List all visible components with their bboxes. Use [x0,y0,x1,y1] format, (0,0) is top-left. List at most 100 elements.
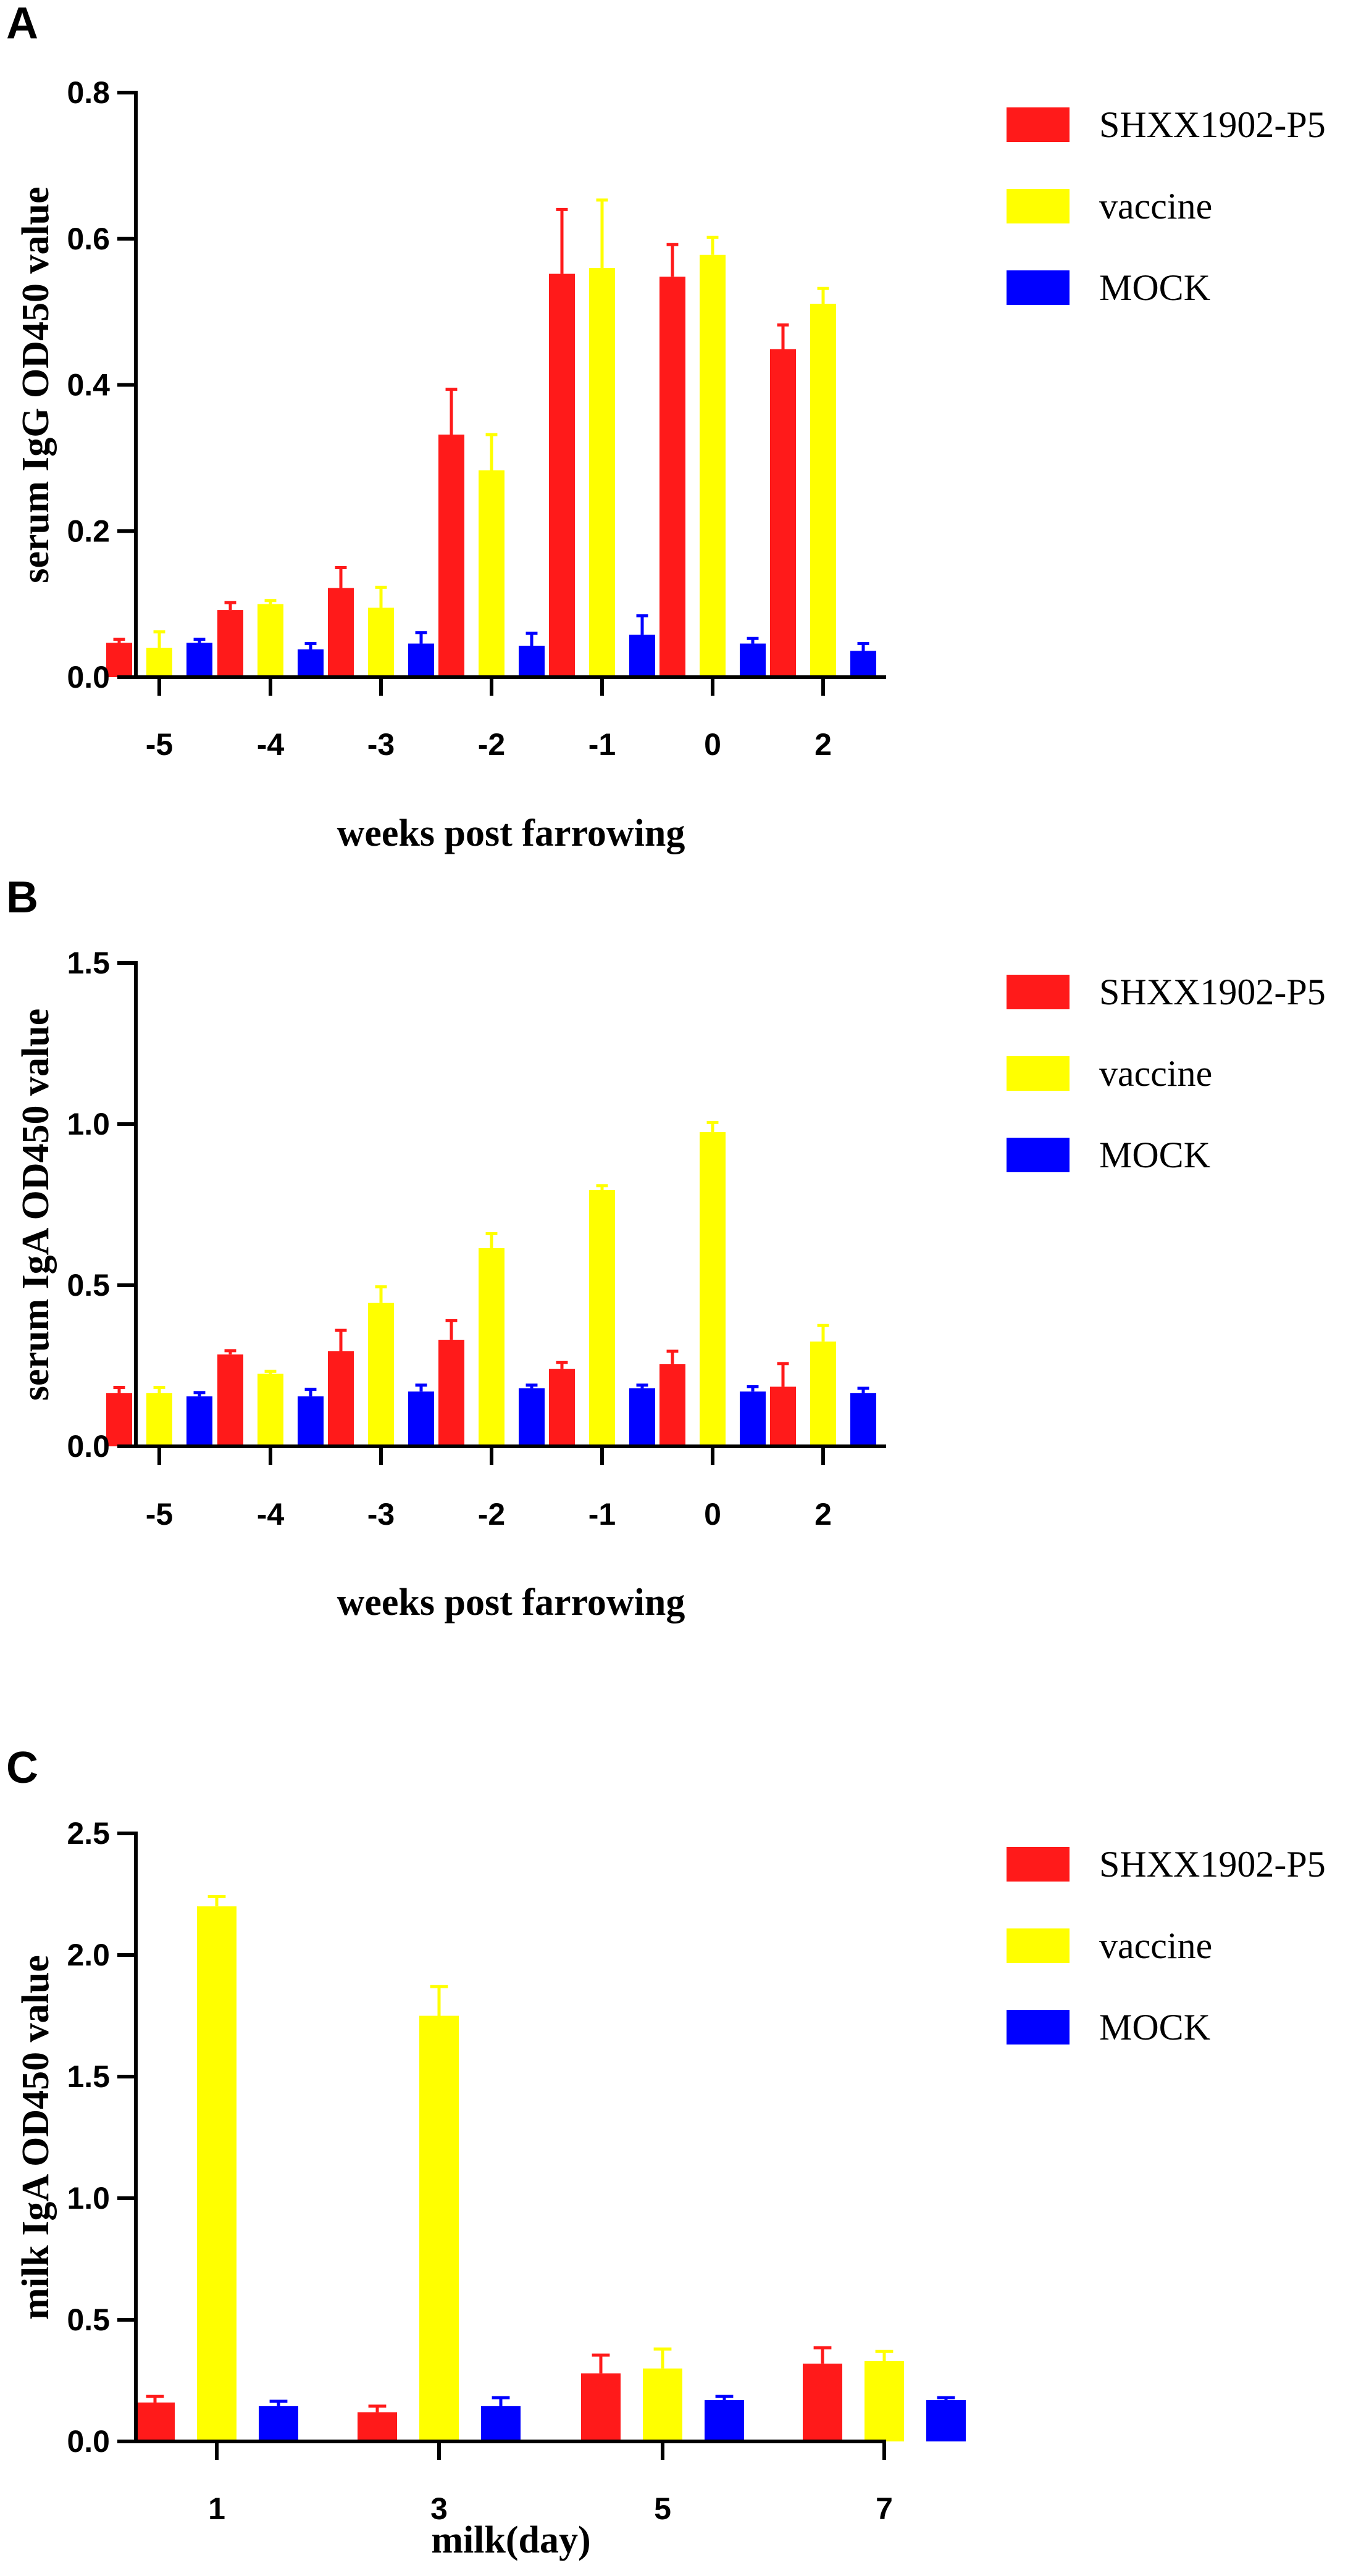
bar [481,2406,521,2441]
x-axis-title: weeks post farrowing [337,812,685,854]
bar [850,1393,876,1446]
x-tick-label: 7 [876,2491,893,2526]
y-tick-label: 1.0 [67,2181,110,2215]
bar [740,643,766,677]
bar [257,604,283,677]
legend-swatch [1007,107,1070,142]
x-tick-label: 5 [654,2491,671,2526]
panel-label-b: B [6,873,38,922]
bar [700,1132,726,1446]
y-tick-label: 0.5 [67,2303,110,2337]
bar [368,1303,394,1446]
bar [146,648,172,677]
y-tick-label: 0.5 [67,1268,110,1303]
bar [850,651,876,677]
x-axis-title: weeks post farrowing [337,1582,685,1624]
bar [519,646,545,677]
bar [328,588,354,677]
legend-swatch [1007,2010,1070,2045]
bar [659,277,685,677]
bar [810,304,836,677]
bar [705,2400,744,2441]
y-tick-label: 1.5 [67,2059,110,2094]
y-tick-label: 1.5 [67,946,110,980]
x-tick-label: -4 [257,727,285,762]
bar [408,1391,434,1446]
x-tick-label: 2 [814,1497,832,1532]
legend-swatch [1007,1056,1070,1091]
bar [419,2015,459,2441]
legend-label: vaccine [1099,186,1212,227]
bar [259,2406,298,2441]
legend-label: MOCK [1099,2007,1210,2048]
legend-label: SHXX1902-P5 [1099,1844,1326,1885]
y-tick-label: 0.2 [67,514,110,548]
y-tick-label: 0.0 [67,1429,110,1464]
bar [643,2368,682,2441]
bar [926,2400,966,2441]
bar [700,254,726,678]
bar [257,1373,283,1446]
y-axis-title: serum IgA OD450 value [15,1009,57,1401]
x-tick-label: -1 [588,1497,616,1532]
bar [186,1396,212,1446]
legend-swatch [1007,1847,1070,1882]
x-tick-label: -5 [146,1497,173,1532]
bar [217,1354,243,1446]
y-tick-label: 2.5 [67,1816,110,1851]
legend-label: SHXX1902-P5 [1099,104,1326,145]
chart-panel-b: 0.0 0.5 1.0 1.5 -5 -4 -3 -2 -1 0 2 weeks post farro… [15,946,1326,1624]
y-tick-label: 0.6 [67,222,110,256]
x-tick-label: -4 [257,1497,285,1532]
x-tick-label: 3 [430,2491,448,2526]
bar [519,1388,545,1446]
legend-swatch [1007,1928,1070,1963]
bar [438,434,464,677]
x-tick-label: -3 [367,1497,395,1532]
bar [217,610,243,677]
bar [358,2412,397,2441]
x-axis-title: milk(day) [431,2519,590,2561]
bar [368,607,394,677]
x-tick-label: 2 [814,727,832,762]
bar [589,1190,615,1446]
x-tick-label: -1 [588,727,616,762]
legend-label: MOCK [1099,267,1210,308]
bar [770,349,796,677]
bar [740,1391,766,1446]
bar [186,643,212,677]
bar [298,649,324,677]
bar [810,1341,836,1446]
x-tick-label: 0 [704,727,721,762]
bar [803,2363,842,2441]
bar [629,635,655,677]
y-tick-label: 0.8 [67,75,110,110]
x-tick-label: -3 [367,727,395,762]
y-axis-title: milk IgA OD450 value [15,1955,57,2320]
bar [479,470,504,677]
x-tick-label: 1 [208,2491,225,2526]
y-tick-label: 1.0 [67,1107,110,1141]
x-tick-label: -2 [478,1497,505,1532]
bar [408,643,434,677]
x-tick-label: -5 [146,727,173,762]
legend-swatch [1007,1138,1070,1172]
y-tick-label: 0.4 [67,368,110,402]
x-tick-label: -2 [478,727,505,762]
y-tick-label: 2.0 [67,1938,110,1972]
bar [298,1396,324,1446]
y-tick-label: 0.0 [67,2424,110,2459]
chart-panel-c: 0.0 0.5 1.0 1.5 2.0 2.5 1 3 5 7 milk(day) milk IgA … [15,1816,1326,2561]
bar [328,1351,354,1446]
bar [106,643,132,677]
bar [589,268,615,678]
legend-label: vaccine [1099,1053,1212,1094]
bar [659,1364,685,1446]
bar [581,2373,621,2441]
bar [135,2402,175,2441]
bar [865,2361,904,2441]
y-tick-label: 0.0 [67,660,110,694]
legend-swatch [1007,270,1070,305]
legend-label: SHXX1902-P5 [1099,972,1326,1012]
